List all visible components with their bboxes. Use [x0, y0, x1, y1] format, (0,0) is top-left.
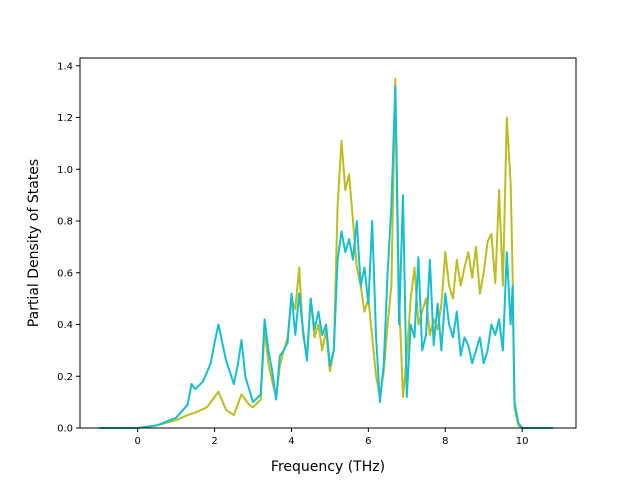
y-tick-label: 0.2	[57, 372, 73, 383]
x-tick-label: 8	[442, 436, 448, 447]
y-tick-label: 1.4	[57, 61, 73, 72]
series-layer	[99, 77, 553, 429]
x-tick-label: 10	[516, 436, 529, 447]
y-tick-label: 0.4	[57, 320, 73, 331]
y-axis-ticks: 0.0 0.2 0.4 0.6 0.8 1.0 1.2 1.4	[57, 61, 80, 435]
y-tick-label: 1.0	[57, 165, 73, 176]
y-tick-label: 0.6	[57, 268, 73, 279]
y-tick-label: 0.8	[57, 217, 73, 228]
y-tick-label: 1.2	[57, 113, 73, 124]
x-tick-label: 4	[288, 436, 294, 447]
x-tick-label: 6	[365, 436, 371, 447]
x-tick-label: 2	[211, 436, 217, 447]
x-axis-ticks: 0 2 4 6 8 10	[134, 428, 529, 447]
x-axis-label: Frequency (THz)	[271, 459, 385, 475]
series-line-2	[99, 85, 553, 429]
x-tick-label: 0	[134, 436, 140, 447]
y-axis-label: Partial Density of States	[26, 159, 42, 327]
y-tick-label: 0.0	[57, 424, 73, 435]
plot-frame	[79, 57, 577, 429]
